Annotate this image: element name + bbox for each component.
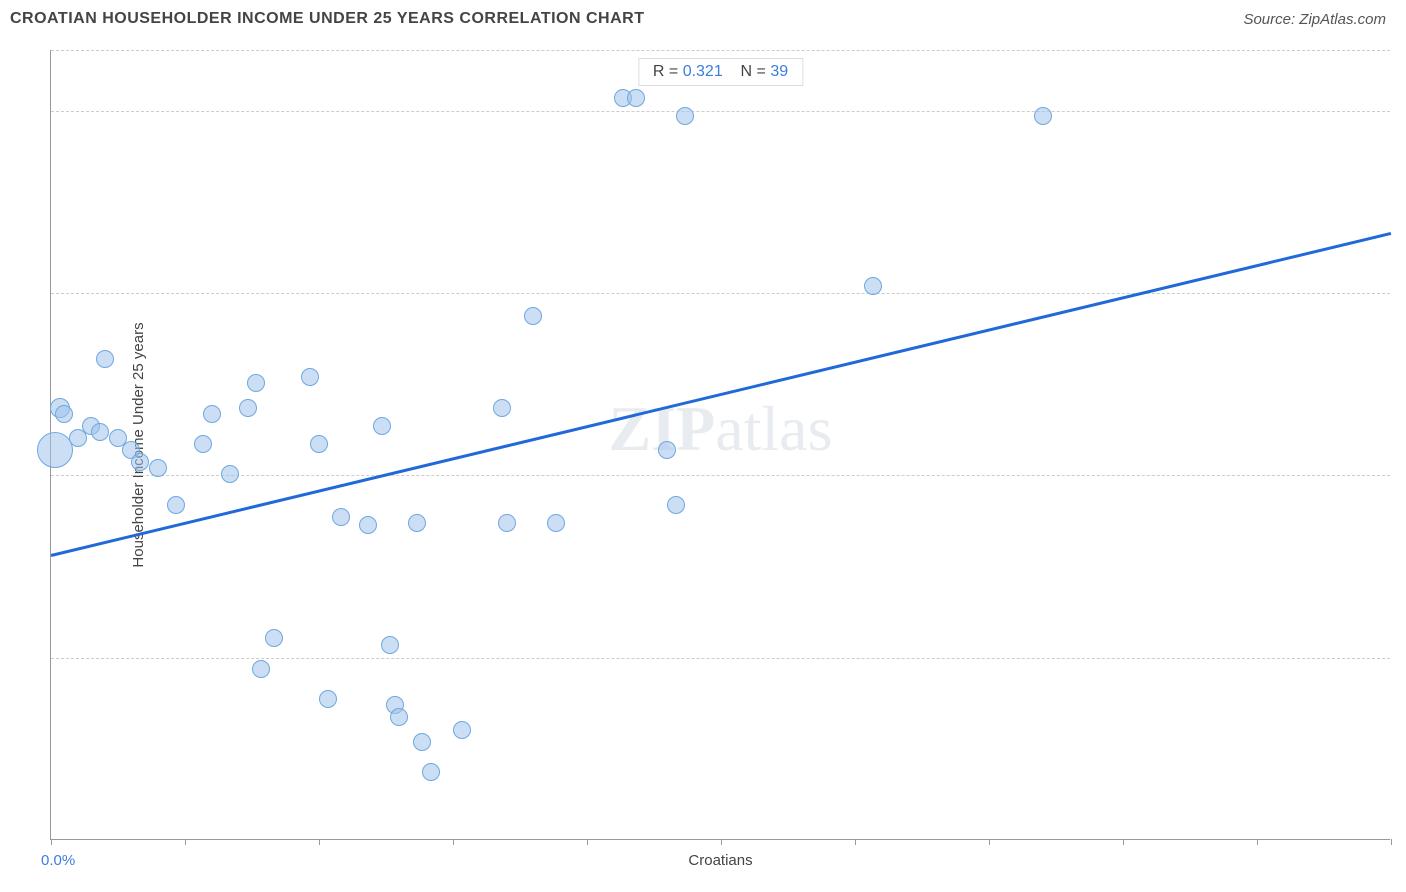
data-point — [239, 399, 257, 417]
data-point — [194, 435, 212, 453]
data-point — [96, 350, 114, 368]
watermark: ZIPatlas — [609, 392, 833, 466]
data-point — [91, 423, 109, 441]
data-point — [131, 453, 149, 471]
data-point — [167, 496, 185, 514]
gridline-h — [51, 293, 1390, 294]
data-point — [247, 374, 265, 392]
data-point — [55, 405, 73, 423]
source-attribution: Source: ZipAtlas.com — [1243, 11, 1386, 28]
data-point — [381, 636, 399, 654]
gridline-h — [51, 658, 1390, 659]
x-tick — [51, 839, 52, 845]
data-point — [359, 516, 377, 534]
data-point — [301, 368, 319, 386]
data-point — [265, 629, 283, 647]
data-point — [319, 690, 337, 708]
trend-line — [51, 232, 1392, 557]
data-point — [864, 277, 882, 295]
x-tick — [185, 839, 186, 845]
data-point — [310, 435, 328, 453]
data-point — [221, 465, 239, 483]
data-point — [390, 708, 408, 726]
plot-region: ZIPatlas R = 0.321 N = 39 Householder In… — [50, 50, 1390, 840]
data-point — [332, 508, 350, 526]
data-point — [252, 660, 270, 678]
gridline-h — [51, 475, 1390, 476]
chart-title: CROATIAN HOUSEHOLDER INCOME UNDER 25 YEA… — [10, 10, 644, 28]
x-tick — [1257, 839, 1258, 845]
data-point — [453, 721, 471, 739]
x-tick — [721, 839, 722, 845]
data-point — [547, 514, 565, 532]
x-tick — [587, 839, 588, 845]
data-point — [498, 514, 516, 532]
x-min-label: 0.0% — [41, 852, 75, 869]
data-point — [373, 417, 391, 435]
x-tick — [319, 839, 320, 845]
scatter-chart: ZIPatlas R = 0.321 N = 39 Householder In… — [50, 50, 1390, 840]
data-point — [493, 399, 511, 417]
data-point — [667, 496, 685, 514]
data-point — [413, 733, 431, 751]
gridline-h — [51, 111, 1390, 112]
data-point — [1034, 107, 1052, 125]
data-point — [676, 107, 694, 125]
x-tick — [453, 839, 454, 845]
data-point — [524, 307, 542, 325]
data-point — [149, 459, 167, 477]
data-point — [627, 89, 645, 107]
data-point — [422, 763, 440, 781]
x-tick — [989, 839, 990, 845]
stats-box: R = 0.321 N = 39 — [638, 58, 803, 86]
gridline-h — [51, 50, 1390, 51]
x-tick — [1123, 839, 1124, 845]
data-point — [658, 441, 676, 459]
x-tick — [1391, 839, 1392, 845]
data-point — [203, 405, 221, 423]
data-point — [408, 514, 426, 532]
x-axis-label: Croatians — [688, 852, 752, 869]
x-tick — [855, 839, 856, 845]
